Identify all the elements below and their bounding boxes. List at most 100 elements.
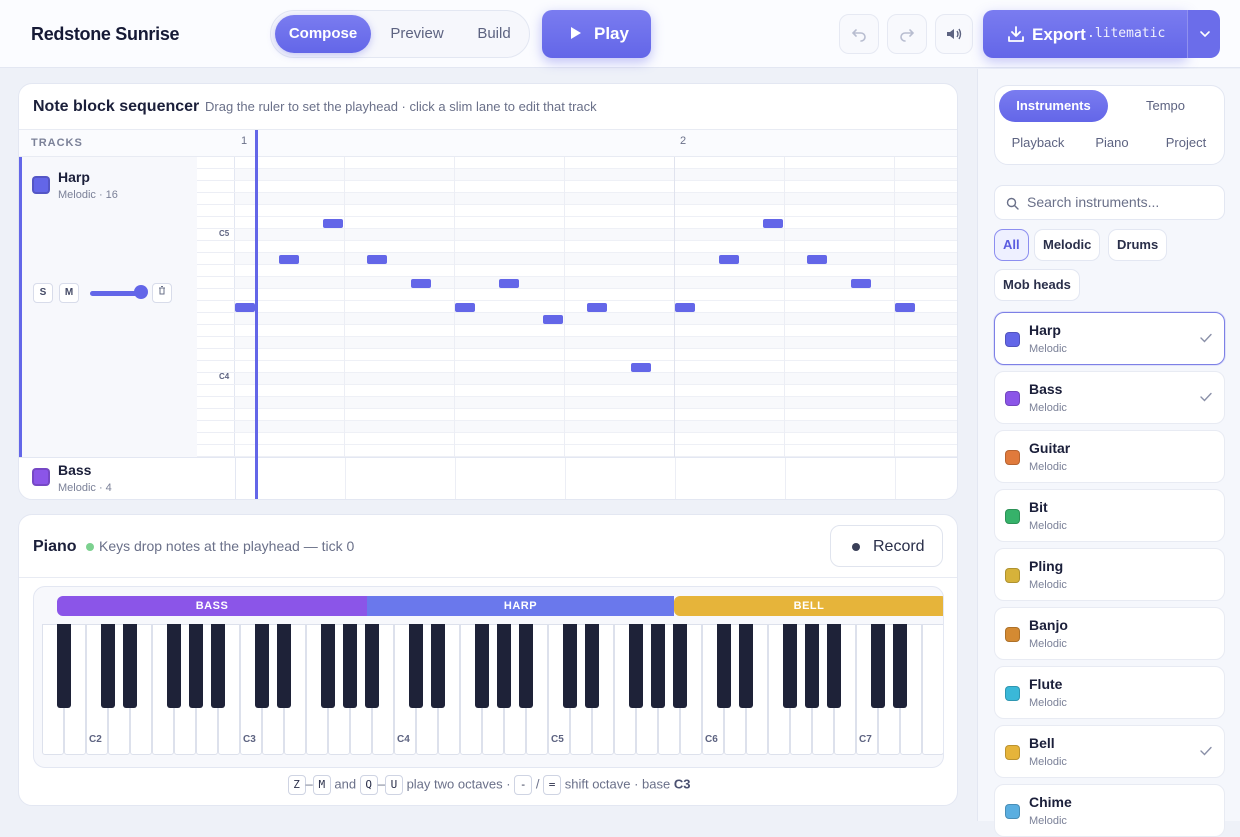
black-key[interactable] xyxy=(519,624,533,708)
black-key[interactable] xyxy=(211,624,225,708)
beat-line xyxy=(455,458,456,499)
white-key[interactable] xyxy=(922,624,943,755)
black-key[interactable] xyxy=(827,624,841,708)
note-block[interactable] xyxy=(719,254,739,264)
black-key[interactable] xyxy=(343,624,357,708)
filter-drums[interactable]: Drums xyxy=(1108,229,1168,261)
lane-row xyxy=(235,265,957,277)
note-block[interactable] xyxy=(895,302,915,312)
black-key[interactable] xyxy=(431,624,445,708)
note-block[interactable] xyxy=(631,362,651,372)
instrument-item[interactable]: Bell Melodic xyxy=(994,725,1225,778)
black-key[interactable] xyxy=(57,624,71,708)
tab-piano[interactable]: Piano xyxy=(1095,135,1129,150)
export-button[interactable]: Export .litematic xyxy=(983,10,1187,58)
tab-tempo[interactable]: Tempo xyxy=(1145,98,1186,113)
playhead[interactable] xyxy=(255,130,258,499)
track-harp[interactable]: Harp Melodic · 16 S M xyxy=(19,157,197,457)
instrument-item[interactable]: Pling Melodic xyxy=(994,548,1225,601)
piano-roll[interactable]: C5 C4 xyxy=(197,157,957,457)
export-dropdown-button[interactable] xyxy=(1187,10,1220,58)
black-key[interactable] xyxy=(277,624,291,708)
tab-playback[interactable]: Playback xyxy=(1011,135,1065,150)
instrument-item[interactable]: Harp Melodic xyxy=(994,312,1225,365)
undo-button[interactable] xyxy=(839,14,879,54)
search-input[interactable] xyxy=(1027,194,1217,210)
black-key[interactable] xyxy=(673,624,687,708)
instrument-item[interactable]: Flute Melodic xyxy=(994,666,1225,719)
note-block[interactable] xyxy=(279,254,299,264)
black-key[interactable] xyxy=(629,624,643,708)
note-block[interactable] xyxy=(851,278,871,288)
note-grid[interactable] xyxy=(235,157,957,457)
note-block[interactable] xyxy=(367,254,387,264)
redo-button[interactable] xyxy=(887,14,927,54)
mode-compose[interactable]: Compose xyxy=(275,15,371,53)
instrument-item[interactable]: Chime Melodic xyxy=(994,784,1225,837)
black-key[interactable] xyxy=(101,624,115,708)
black-key[interactable] xyxy=(255,624,269,708)
black-key[interactable] xyxy=(563,624,577,708)
volume-slider[interactable] xyxy=(90,291,146,296)
bass-note-block[interactable] xyxy=(236,499,256,500)
instrument-type: Melodic xyxy=(1029,520,1067,532)
lane-key xyxy=(197,385,235,397)
filter-mob-heads[interactable]: Mob heads xyxy=(994,269,1080,301)
mode-preview[interactable]: Preview xyxy=(390,25,444,42)
black-key[interactable] xyxy=(167,624,181,708)
record-button[interactable]: Record xyxy=(830,525,943,567)
instrument-item[interactable]: Guitar Melodic xyxy=(994,430,1225,483)
note-block[interactable] xyxy=(587,302,607,312)
beat-line xyxy=(345,458,346,499)
black-key[interactable] xyxy=(651,624,665,708)
export-format: .litematic xyxy=(1087,26,1166,41)
note-block[interactable] xyxy=(763,218,783,228)
note-block[interactable] xyxy=(235,302,255,312)
instrument-name: Flute xyxy=(1029,676,1063,692)
tab-instruments[interactable]: Instruments xyxy=(999,90,1108,122)
note-block[interactable] xyxy=(411,278,431,288)
timeline-ruler[interactable]: TRACKS 1 2 xyxy=(19,129,957,157)
black-key[interactable] xyxy=(321,624,335,708)
black-key[interactable] xyxy=(409,624,423,708)
instrument-name: Bass xyxy=(1029,381,1063,397)
instrument-item[interactable]: Banjo Melodic xyxy=(994,607,1225,660)
bass-lane[interactable] xyxy=(235,458,957,500)
black-key[interactable] xyxy=(497,624,511,708)
mute-button[interactable]: M xyxy=(59,283,79,303)
instrument-item[interactable]: Bit Melodic xyxy=(994,489,1225,542)
filter-all[interactable]: All xyxy=(994,229,1029,261)
bass-note-block[interactable] xyxy=(588,499,608,500)
note-block[interactable] xyxy=(455,302,475,312)
note-block[interactable] xyxy=(807,254,827,264)
mode-build[interactable]: Build xyxy=(477,25,511,42)
volume-slider-knob[interactable] xyxy=(134,285,148,299)
black-key[interactable] xyxy=(739,624,753,708)
black-key[interactable] xyxy=(871,624,885,708)
black-key[interactable] xyxy=(123,624,137,708)
filter-melodic[interactable]: Melodic xyxy=(1034,229,1101,261)
black-key[interactable] xyxy=(717,624,731,708)
note-block[interactable] xyxy=(323,218,343,228)
black-key[interactable] xyxy=(585,624,599,708)
key-z: Z xyxy=(287,775,306,795)
black-key[interactable] xyxy=(783,624,797,708)
note-block[interactable] xyxy=(499,278,519,288)
black-key[interactable] xyxy=(365,624,379,708)
sound-button[interactable] xyxy=(935,14,973,54)
track-bass[interactable]: Bass Melodic · 4 xyxy=(19,457,957,500)
black-key[interactable] xyxy=(189,624,203,708)
black-key[interactable] xyxy=(805,624,819,708)
solo-button[interactable]: S xyxy=(33,283,53,303)
lane-row xyxy=(235,169,957,181)
note-block[interactable] xyxy=(543,314,563,324)
black-key[interactable] xyxy=(475,624,489,708)
shortcut-text: and xyxy=(334,776,357,792)
tab-project[interactable]: Project xyxy=(1165,135,1207,150)
instrument-item[interactable]: Bass Melodic xyxy=(994,371,1225,424)
note-block[interactable] xyxy=(675,302,695,312)
black-key[interactable] xyxy=(893,624,907,708)
track-meta: Melodic · 16 xyxy=(58,189,118,201)
delete-track-button[interactable] xyxy=(152,283,172,303)
play-button[interactable]: Play xyxy=(542,10,651,58)
